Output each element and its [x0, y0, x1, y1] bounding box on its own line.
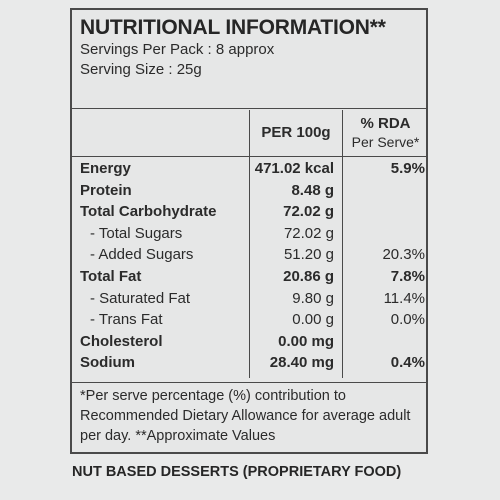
nutrient-name: Total Fat — [80, 267, 142, 285]
nutrient-value: 0.00 mg — [278, 332, 334, 350]
divider — [72, 382, 426, 383]
nutrient-name: Cholesterol — [80, 332, 163, 350]
table-row: Total Carbohydrate 72.02 g — [72, 201, 426, 223]
nutrient-rda: 5.9% — [390, 160, 425, 177]
nutrient-name: Sodium — [80, 354, 135, 372]
table-row: - Total Sugars 72.02 g — [72, 223, 426, 245]
nutrient-rda: 11.4% — [383, 289, 425, 307]
nutrient-value: 8.48 g — [291, 181, 334, 199]
nutrient-rows: Energy 471.02 kcal 5.9% Protein 8.48 g T… — [72, 158, 426, 374]
table-row: Energy 471.02 kcal 5.9% — [72, 158, 426, 180]
nutrient-value: 72.02 g — [283, 203, 334, 221]
nutrient-name: Protein — [80, 181, 132, 199]
table-row: Cholesterol 0.00 mg — [72, 331, 426, 353]
label-title: NUTRITIONAL INFORMATION** — [80, 16, 386, 39]
nutrient-value: 471.02 kcal — [254, 160, 334, 177]
nutrient-name: Total Carbohydrate — [80, 203, 217, 221]
nutrient-rda: 7.8% — [390, 267, 425, 285]
nutrient-value: 20.86 g — [283, 267, 334, 285]
table-row: Total Fat 20.86 g 7.8% — [72, 266, 426, 288]
product-type: NUT BASED DESSERTS (PROPRIETARY FOOD) — [72, 464, 402, 480]
servings-per-pack: Servings Per Pack : 8 approx — [80, 41, 275, 58]
column-header: PER 100g % RDA Per Serve* — [72, 110, 426, 156]
nutrient-name: - Trans Fat — [90, 311, 163, 329]
table-row: - Added Sugars 51.20 g 20.3% — [72, 244, 426, 266]
nutrient-rda: 0.4% — [390, 354, 425, 372]
nutrient-name: - Total Sugars — [90, 224, 183, 242]
nutrient-value: 0.00 g — [292, 311, 334, 329]
nutrient-value: 28.40 mg — [269, 354, 334, 372]
serving-size: Serving Size : 25g — [80, 61, 202, 78]
nutrient-name: - Saturated Fat — [90, 289, 191, 307]
nutrient-value: 9.80 g — [292, 289, 334, 307]
col-per-100g: PER 100g — [261, 124, 331, 141]
column-divider — [342, 110, 343, 378]
divider — [72, 156, 426, 157]
column-divider — [249, 110, 250, 378]
nutrient-rda: 20.3% — [382, 246, 425, 264]
table-row: - Trans Fat 0.00 g 0.0% — [72, 309, 426, 331]
nutrient-value: 72.02 g — [283, 224, 334, 242]
nutrient-name: - Added Sugars — [90, 246, 194, 264]
table-row: Protein 8.48 g — [72, 180, 426, 202]
footnote: *Per serve percentage (%) contribution t… — [80, 388, 411, 444]
nutrient-name: Energy — [80, 160, 131, 177]
col-rda: % RDA Per Serve* — [343, 115, 428, 151]
divider — [72, 108, 426, 109]
nutrient-value: 51.20 g — [283, 246, 334, 264]
table-row: - Saturated Fat 9.80 g 11.4% — [72, 288, 426, 310]
col-rda-subtitle: Per Serve* — [351, 134, 420, 150]
nutrition-label: NUTRITIONAL INFORMATION** Servings Per P… — [70, 8, 428, 454]
nutrient-rda: 0.0% — [390, 311, 425, 329]
col-rda-title: % RDA — [360, 115, 411, 132]
table-row: Sodium 28.40 mg 0.4% — [72, 352, 426, 374]
label-header: NUTRITIONAL INFORMATION** Servings Per P… — [72, 10, 426, 102]
